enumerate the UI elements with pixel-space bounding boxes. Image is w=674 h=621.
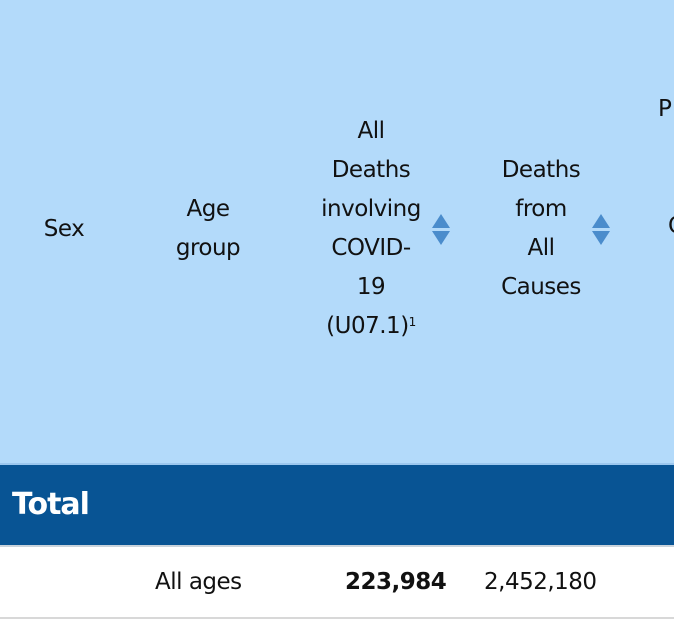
cell-all-causes: 2,452,180 [484,569,597,595]
header-line: Causes [501,274,581,300]
header-line: Deaths [331,157,411,183]
footnote-marker[interactable]: 1 [408,315,417,329]
header-line: Deaths [501,157,581,183]
partial-header-line: P [658,96,672,122]
header-line: All [357,118,385,144]
sort-icon[interactable] [592,214,610,246]
table-header: Sex Age group All Deaths involving COVID… [0,0,674,463]
table-row: All ages 223,984 2,452,180 [0,545,674,619]
header-line: involving [321,196,421,222]
header-age-group: Age group [150,190,266,268]
header-line: group [175,235,241,261]
header-line: 19 [356,274,386,300]
header-covid-deaths[interactable]: All Deaths involving COVID- 19 (U07.1)1 [306,112,436,346]
section-header-total: Total [0,463,674,545]
cell-covid-deaths: 223,984 [345,569,447,595]
header-line: All [527,235,555,261]
header-line: COVID- [331,235,411,261]
header-all-causes[interactable]: Deaths from All Causes [481,151,601,307]
section-label: Total [12,487,90,522]
partial-header-line: C [668,213,674,239]
header-line: Age [186,196,230,222]
header-sex-label: Sex [43,216,85,242]
header-line-text: (U07.1) [326,313,409,339]
header-line: from [515,196,567,222]
sort-icon[interactable] [432,214,450,246]
header-line: (U07.1)1 [306,307,436,346]
header-sex: Sex [20,210,108,249]
cell-age-group: All ages [155,569,242,595]
